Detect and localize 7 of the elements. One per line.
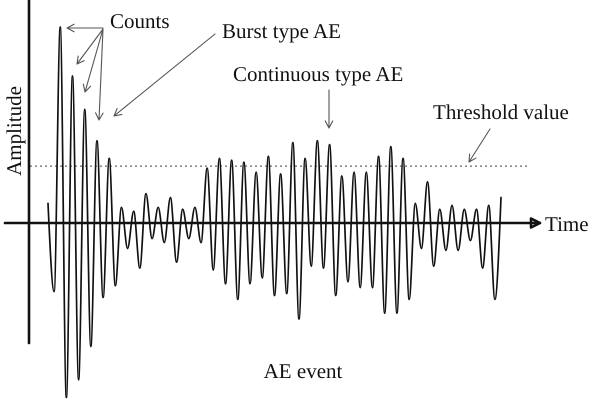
annotation: Counts bbox=[110, 9, 170, 33]
ref-line-label: Threshold value bbox=[433, 100, 569, 124]
annotation: AE event bbox=[264, 359, 343, 383]
annotation: Continuous type AE bbox=[233, 62, 404, 86]
x-axis-title: Time bbox=[545, 212, 589, 236]
y-axis-title: Amplitude bbox=[2, 86, 26, 176]
annotation: Burst type AE bbox=[222, 19, 341, 43]
